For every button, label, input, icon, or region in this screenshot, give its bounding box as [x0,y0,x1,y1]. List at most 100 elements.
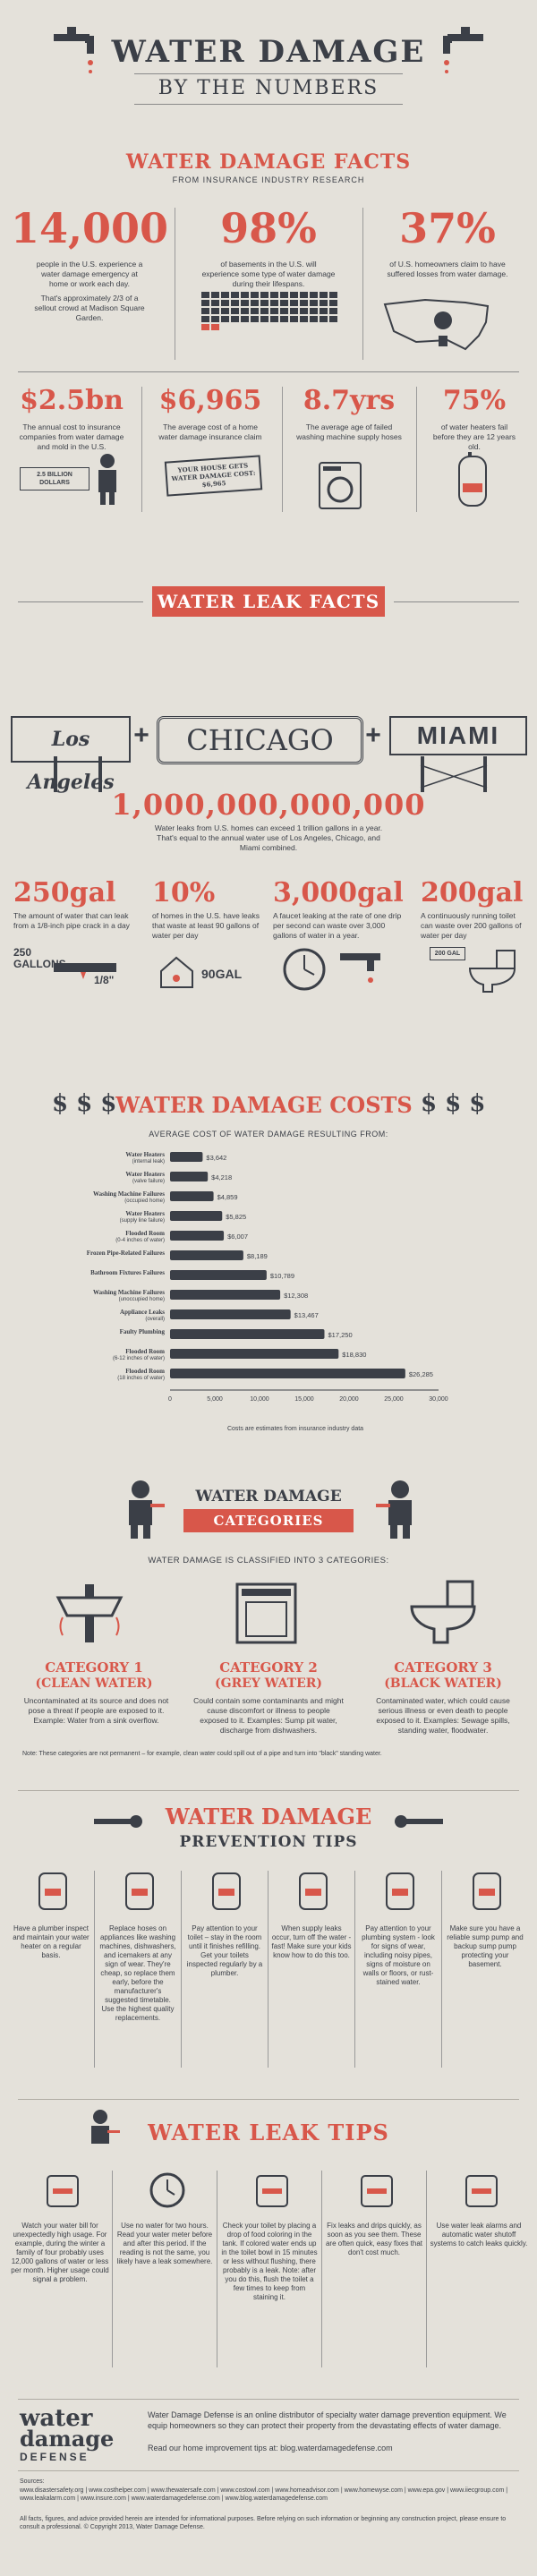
logo-damage: damage [20,2426,115,2452]
bar-label: Washing Machine Failures [93,1289,165,1296]
bar-label: Washing Machine Failures [93,1190,165,1198]
bar-value-label: $10,789 [270,1272,294,1280]
faucet-timer-icon [283,948,380,991]
billboard-legs-icon [54,756,488,792]
insurance-man-icon [98,454,116,505]
costs-title: WATER DAMAGE COSTS [115,1092,413,1118]
bar-label: Frozen Pipe-Related Failures [87,1250,165,1257]
bar-sublabel: (6-12 inches of water) [113,1356,165,1361]
sources-label: Sources: [20,2478,45,2485]
bar-label: Faulty Plumbing [120,1328,166,1335]
leak-tip: Use water leak alarms and automatic wate… [430,2222,528,2248]
categories-title: WATER DAMAGE [195,1488,342,1506]
leak-alarm-icon [465,2175,498,2207]
toilet-tank-icon [256,2175,288,2207]
bar-value-label: $17,250 [328,1331,353,1339]
x-tick-label: 20,000 [339,1396,359,1403]
bar [170,1369,405,1378]
fact-text: of water heaters fail before they are 12… [432,422,516,451]
sump-pump-icon [473,1872,501,1910]
leak-tip: Watch your water bill for unexpectedly h… [11,2222,109,2283]
x-tick-label: 15,000 [294,1396,314,1403]
shutoff-valve-icon [299,1872,328,1910]
x-tick-label: 5,000 [207,1396,223,1403]
footer-disclaimer: All facts, figures, and advice provided … [20,2516,507,2530]
leak-stat-value: 200gal [421,877,524,908]
fact-text: The average age of failed washing machin… [296,422,402,441]
bar [170,1250,243,1260]
category-sub: (BLACK WATER) [384,1676,502,1691]
x-tick-label: 25,000 [384,1396,404,1403]
dollar-signs-right: $ $ $ [421,1090,486,1117]
page-title: WATER DAMAGE [111,34,426,70]
prevention-title: WATER DAMAGE [165,1804,372,1830]
bar-value-label: $12,308 [284,1292,308,1300]
fact-text: The annual cost to insurance companies f… [19,422,124,451]
hose-icon [125,1872,154,1910]
bar-value-label: $5,825 [226,1213,246,1221]
leak-stat-value: 250gal [13,877,116,908]
sink-overflow-icon [55,1584,124,1642]
fact-text: of U.S. homeowners claim to have suffere… [387,260,508,278]
trillion-number: 1,000,000,000,000 [111,788,426,822]
houses-grid-icon [200,291,339,331]
bar [170,1349,339,1359]
bar [170,1309,291,1319]
prevention-tip: When supply leaks occur, turn off the wa… [271,1924,352,1959]
categories-intro: WATER DAMAGE IS CLASSIFIED INTO 3 CATEGO… [148,1556,389,1565]
wrench-right-icon [395,1815,443,1828]
category-name: CATEGORY 3 [394,1659,492,1676]
fact-text: The average cost of a home water damage … [158,422,262,441]
leak-tips-title: WATER LEAK TIPS [148,2120,389,2145]
footer-more-link[interactable]: Read our home improvement tips at: blog.… [148,2444,393,2452]
water-heater-icon [458,452,487,507]
leak-facts-title: WATER LEAK FACTS [152,586,385,617]
prevention-tip: Pay attention to your toilet – stay in t… [186,1924,263,1977]
page-subtitle: BY THE NUMBERS [158,77,379,99]
bar-value-label: $26,285 [409,1370,433,1378]
prevention-tip: Make sure you have a reliable sump pump … [447,1924,524,1968]
bar [170,1290,281,1300]
fact-value: 14,000 [10,204,169,252]
prevention-tip: Have a plumber inspect and maintain your… [13,1924,90,1959]
city-sign-miami: MIAMI [389,716,527,755]
city-sign-chicago: CHICAGO [157,716,363,764]
prevention-tip: Pay attention to your plumbing system - … [362,1924,435,1986]
crack-size-label: 1/8" [94,974,115,986]
chart-footnote: Costs are estimates from insurance indus… [226,1426,364,1432]
leak-stat-text: A faucet leaking at the rate of one drip… [273,911,402,940]
prevention-tip: Replace hoses on appliances like washing… [99,1924,176,2022]
plumber-right-icon [376,1480,412,1539]
bar [170,1172,209,1181]
trillion-text: Water leaks from U.S. homes can exceed 1… [154,823,383,852]
category-text: Uncontaminated at its source and does no… [23,1696,169,1725]
facts-subtitle: FROM INSURANCE INDUSTRY RESEARCH [172,175,365,184]
x-tick-label: 0 [168,1396,172,1403]
bar-value-label: $4,218 [211,1173,232,1181]
toilet-tank-label: 200 GAL [430,947,465,960]
faucet-right-icon [443,27,483,73]
bar-value-label: $6,007 [227,1233,248,1241]
leak-tip: Fix leaks and drips quickly, as soon as … [325,2222,423,2256]
sources-list: www.disastersafety.org | www.costhelper.… [20,2487,508,2502]
leak-stat-text: A continuously running toilet can waste … [421,911,522,940]
dishwasher-icon [235,1582,297,1644]
bar-value-label: $18,830 [342,1351,366,1359]
fact-value: 37% [399,204,496,252]
bar-sublabel: (valve failure) [132,1179,165,1184]
bar-label: Bathroom Fixtures Failures [90,1269,165,1276]
toilet-icon [212,1872,241,1910]
cost-sign: YOUR HOUSE GETS WATER DAMAGE COST: $6,96… [164,455,263,497]
dollar-signs-left: $ $ $ [52,1090,117,1117]
bar-sublabel: (18 inches of water) [117,1376,165,1381]
category-name: CATEGORY 1 [45,1659,143,1676]
water-heater-icon [38,1872,67,1910]
wrench-left-icon [94,1815,142,1828]
fact-text: of basements in the U.S. will experience… [201,260,336,288]
logo-water: water [20,2405,93,2432]
leak-tip: Use no water for two hours. Read your wa… [116,2222,213,2265]
bar-sublabel: (occupied home) [124,1198,165,1204]
leak-stat-value: 10% [152,877,216,908]
leak-stat-text: of homes in the U.S. have leaks that was… [152,911,260,940]
category-sub: (CLEAN WATER) [35,1676,153,1691]
